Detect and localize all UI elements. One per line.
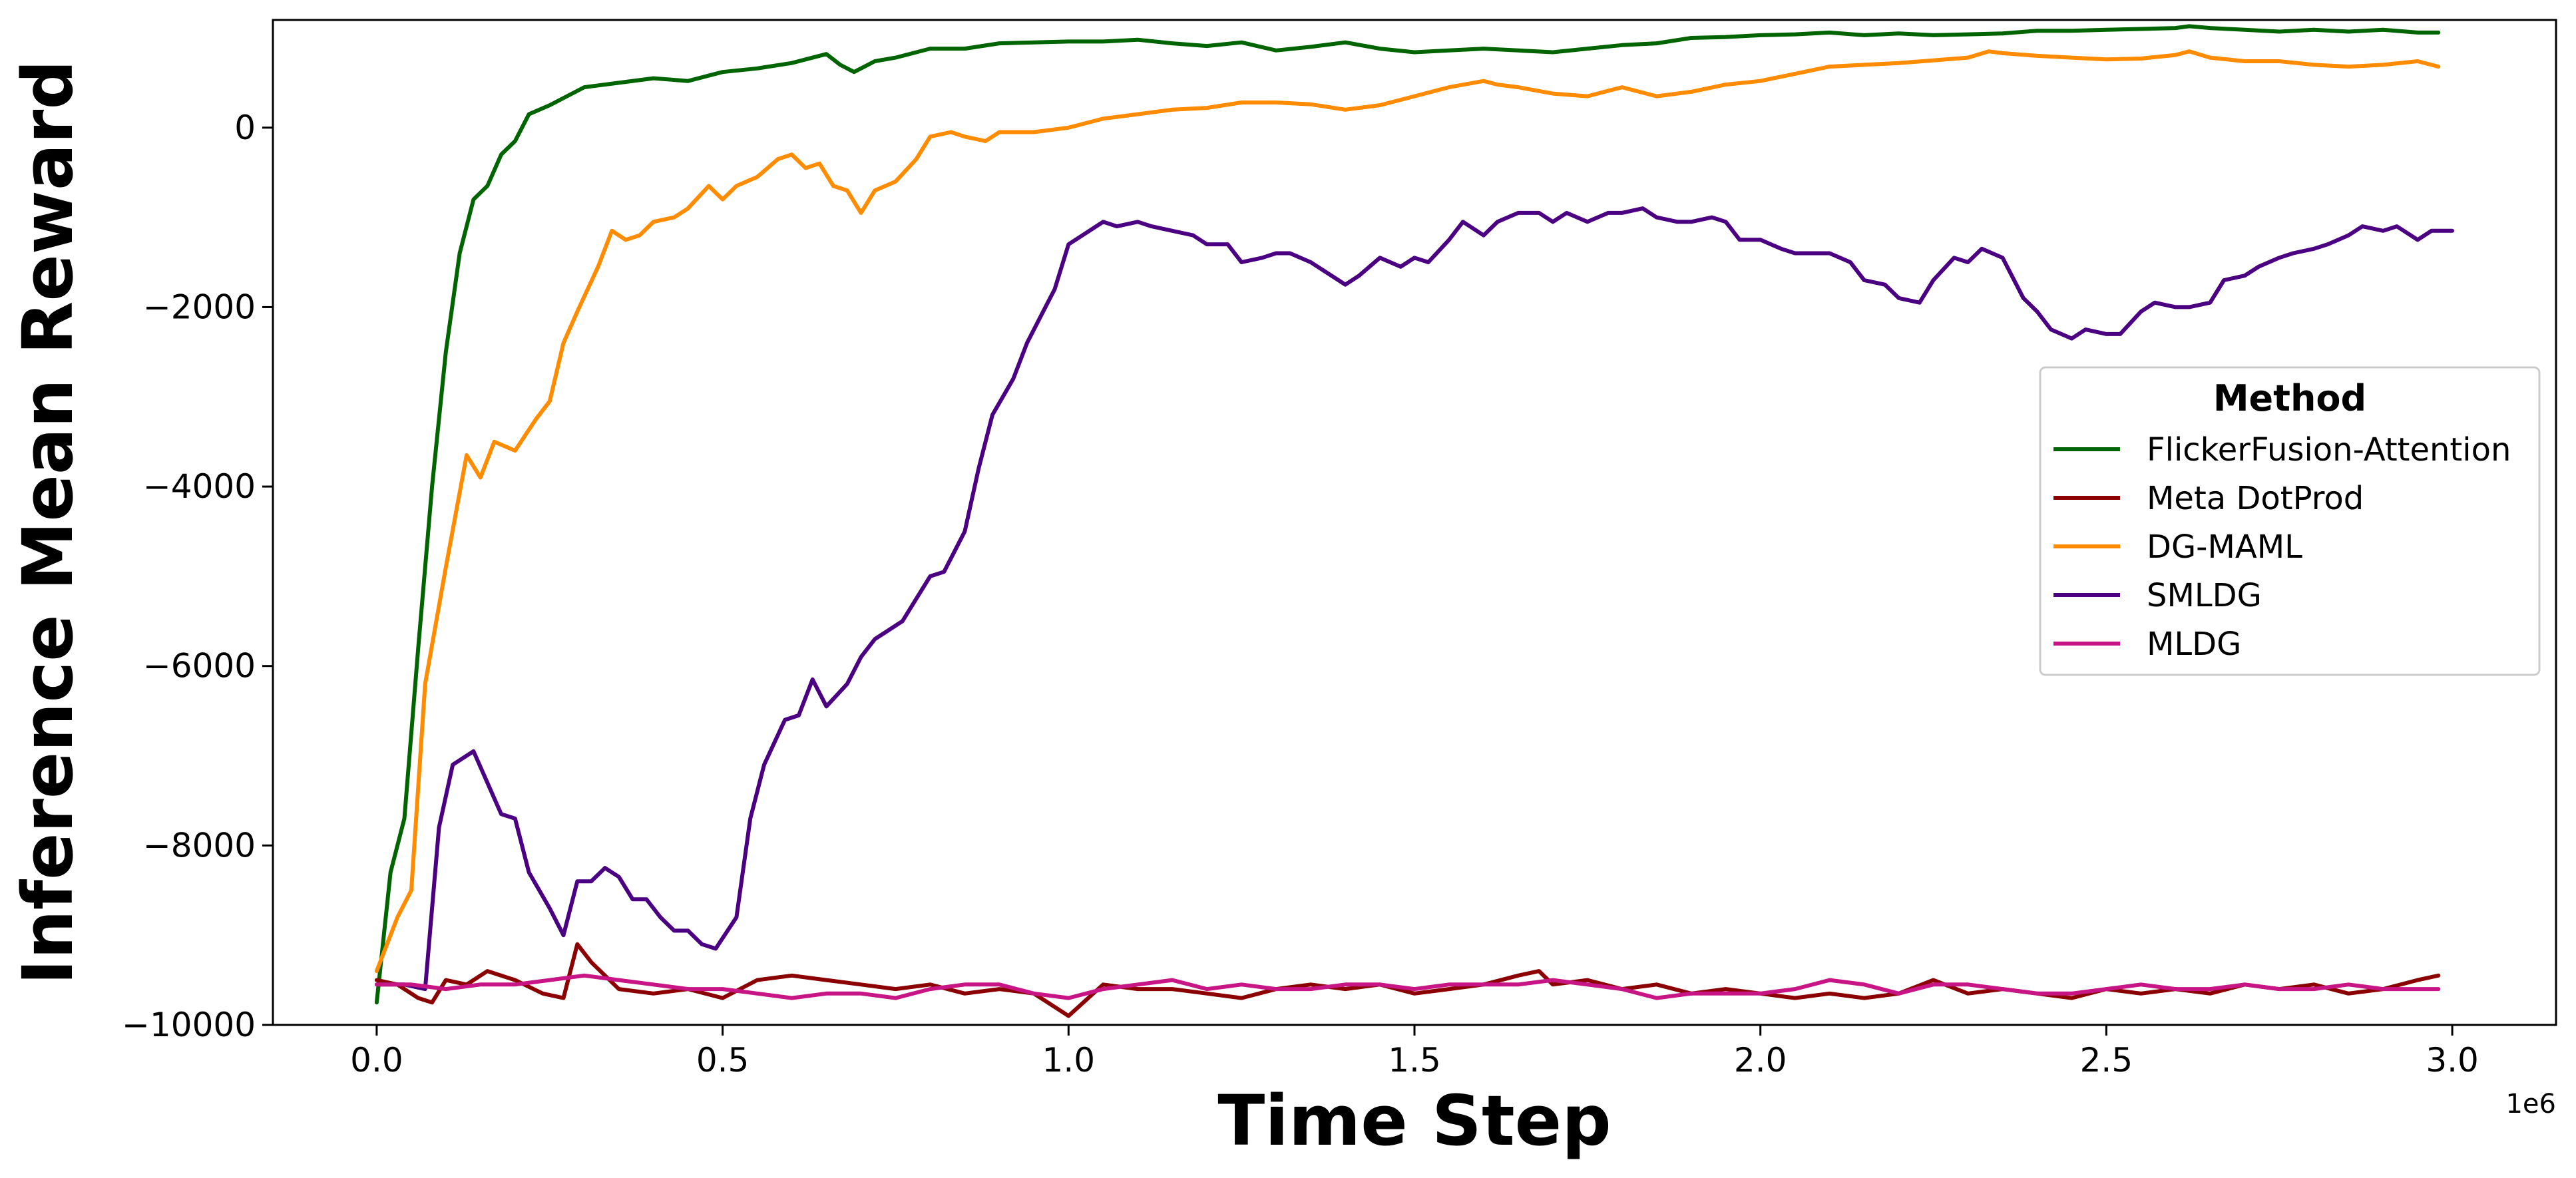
legend-label-mldg: MLDG [2147,626,2241,663]
series-layer [374,24,2455,1018]
x-axis-offset-label: 1e6 [2505,1089,2556,1119]
y-tick-label: −4000 [143,467,256,506]
series-line-dg-maml [374,49,2441,974]
x-tick-label: 1.5 [1388,1041,1441,1080]
series-line-meta-dotprod [374,942,2441,1018]
x-tick-label: 3.0 [2426,1041,2479,1080]
x-tick-label: 0.0 [350,1041,403,1080]
legend-box [2039,366,2541,676]
x-axis-ticks: 0.0 0.5 1.0 1.5 2.0 2.5 3.0 [350,1025,2479,1080]
series-line-smldg [374,206,2455,992]
y-tick-label: −6000 [143,647,256,686]
y-axis-title: Inference Mean Reward [7,60,89,985]
y-tick-label: −8000 [143,826,256,865]
legend-label-smldg: SMLDG [2147,577,2262,614]
x-tick-label: 2.5 [2080,1041,2133,1080]
x-tick-label: 1.0 [1042,1041,1096,1080]
series-line-flickerfusion-attention [374,24,2441,1005]
x-axis-title: Time Step [1217,1080,1611,1161]
legend-title: Method [2213,377,2366,419]
legend-label-flickerfusion-attention: FlickerFusion-Attention [2147,431,2511,469]
legend: Method FlickerFusion-Attention Meta DotPr… [2039,366,2541,676]
series-line-mldg [374,973,2441,1000]
y-axis-ticks: −10000 −8000 −6000 −4000 −2000 0 [122,108,273,1044]
y-tick-label: 0 [234,108,256,147]
x-tick-label: 0.5 [696,1041,750,1080]
x-tick-label: 2.0 [1734,1041,1787,1080]
legend-label-dg-maml: DG-MAML [2147,528,2302,566]
legend-label-meta-dotprod: Meta DotProd [2147,480,2364,517]
legend-items: FlickerFusion-Attention Meta DotProd DG-MA… [2053,431,2511,663]
y-tick-label: −10000 [122,1006,256,1044]
y-tick-label: −2000 [143,288,256,326]
